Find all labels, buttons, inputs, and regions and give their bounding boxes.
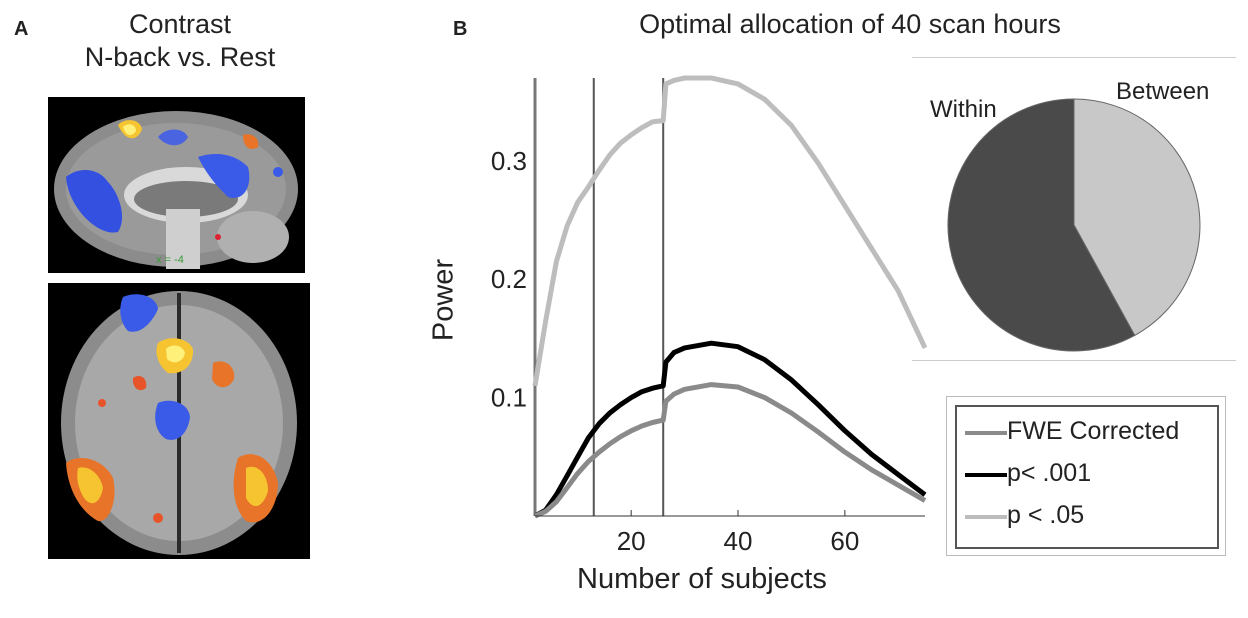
y-tick-label: 0.2 bbox=[491, 264, 527, 294]
legend-item-fwe: FWE Corrected bbox=[965, 413, 1215, 453]
series-line-p-05 bbox=[532, 75, 928, 387]
y-tick-label: 0.3 bbox=[491, 146, 527, 176]
y-axis-label: Power bbox=[427, 258, 460, 342]
x-axis-label: Number of subjects bbox=[577, 563, 827, 595]
panel-letter-b: B bbox=[453, 18, 468, 40]
chart-title: Optimal allocation of 40 scan hours bbox=[639, 9, 1061, 39]
series-lines bbox=[532, 75, 928, 519]
slice-coordinate-label: x = -4 bbox=[156, 254, 184, 266]
legend-swatch-fwe bbox=[965, 431, 1007, 435]
contrast-title-line1: Contrast bbox=[128, 9, 232, 39]
y-tick-label: 0.1 bbox=[491, 383, 527, 413]
chart-legend: FWE Corrected p< .001 p < .05 bbox=[946, 396, 1226, 556]
pie-slice-between bbox=[1073, 98, 1201, 337]
pie-chart-box: Within Between bbox=[912, 57, 1236, 361]
y-axis-ticks: 0.1 0.2 0.3 bbox=[491, 146, 527, 413]
legend-label-p05: p < .05 bbox=[1007, 501, 1085, 529]
legend-item-p05: p < .05 bbox=[965, 497, 1215, 537]
pie-label-within: Within bbox=[930, 96, 997, 123]
panel-letter-a: A bbox=[14, 18, 29, 40]
axial-brain-image bbox=[48, 283, 310, 559]
series-line-p-001 bbox=[533, 340, 927, 519]
x-axis-ticks: 20 40 60 bbox=[617, 510, 859, 556]
pie-slice-within bbox=[947, 98, 1136, 352]
x-tick-label: 40 bbox=[724, 526, 753, 556]
vertical-reference-lines bbox=[533, 78, 665, 516]
legend-item-p001: p< .001 bbox=[965, 455, 1215, 495]
pie-label-between: Between bbox=[1116, 78, 1210, 105]
x-tick-label: 60 bbox=[830, 526, 859, 556]
legend-label-fwe: FWE Corrected bbox=[1007, 417, 1180, 445]
sagittal-brain-image: x = -4 bbox=[48, 97, 305, 273]
series-line-fwe-corrected bbox=[533, 382, 927, 519]
legend-label-p001: p< .001 bbox=[1007, 459, 1092, 487]
x-tick-label: 20 bbox=[617, 526, 646, 556]
contrast-title: Contrast N-back vs. Rest bbox=[40, 8, 320, 74]
legend-swatch-p05 bbox=[965, 515, 1007, 519]
allocation-pie-chart bbox=[947, 98, 1201, 352]
legend-swatch-p001 bbox=[965, 473, 1007, 477]
contrast-title-line2: N-back vs. Rest bbox=[84, 42, 276, 72]
